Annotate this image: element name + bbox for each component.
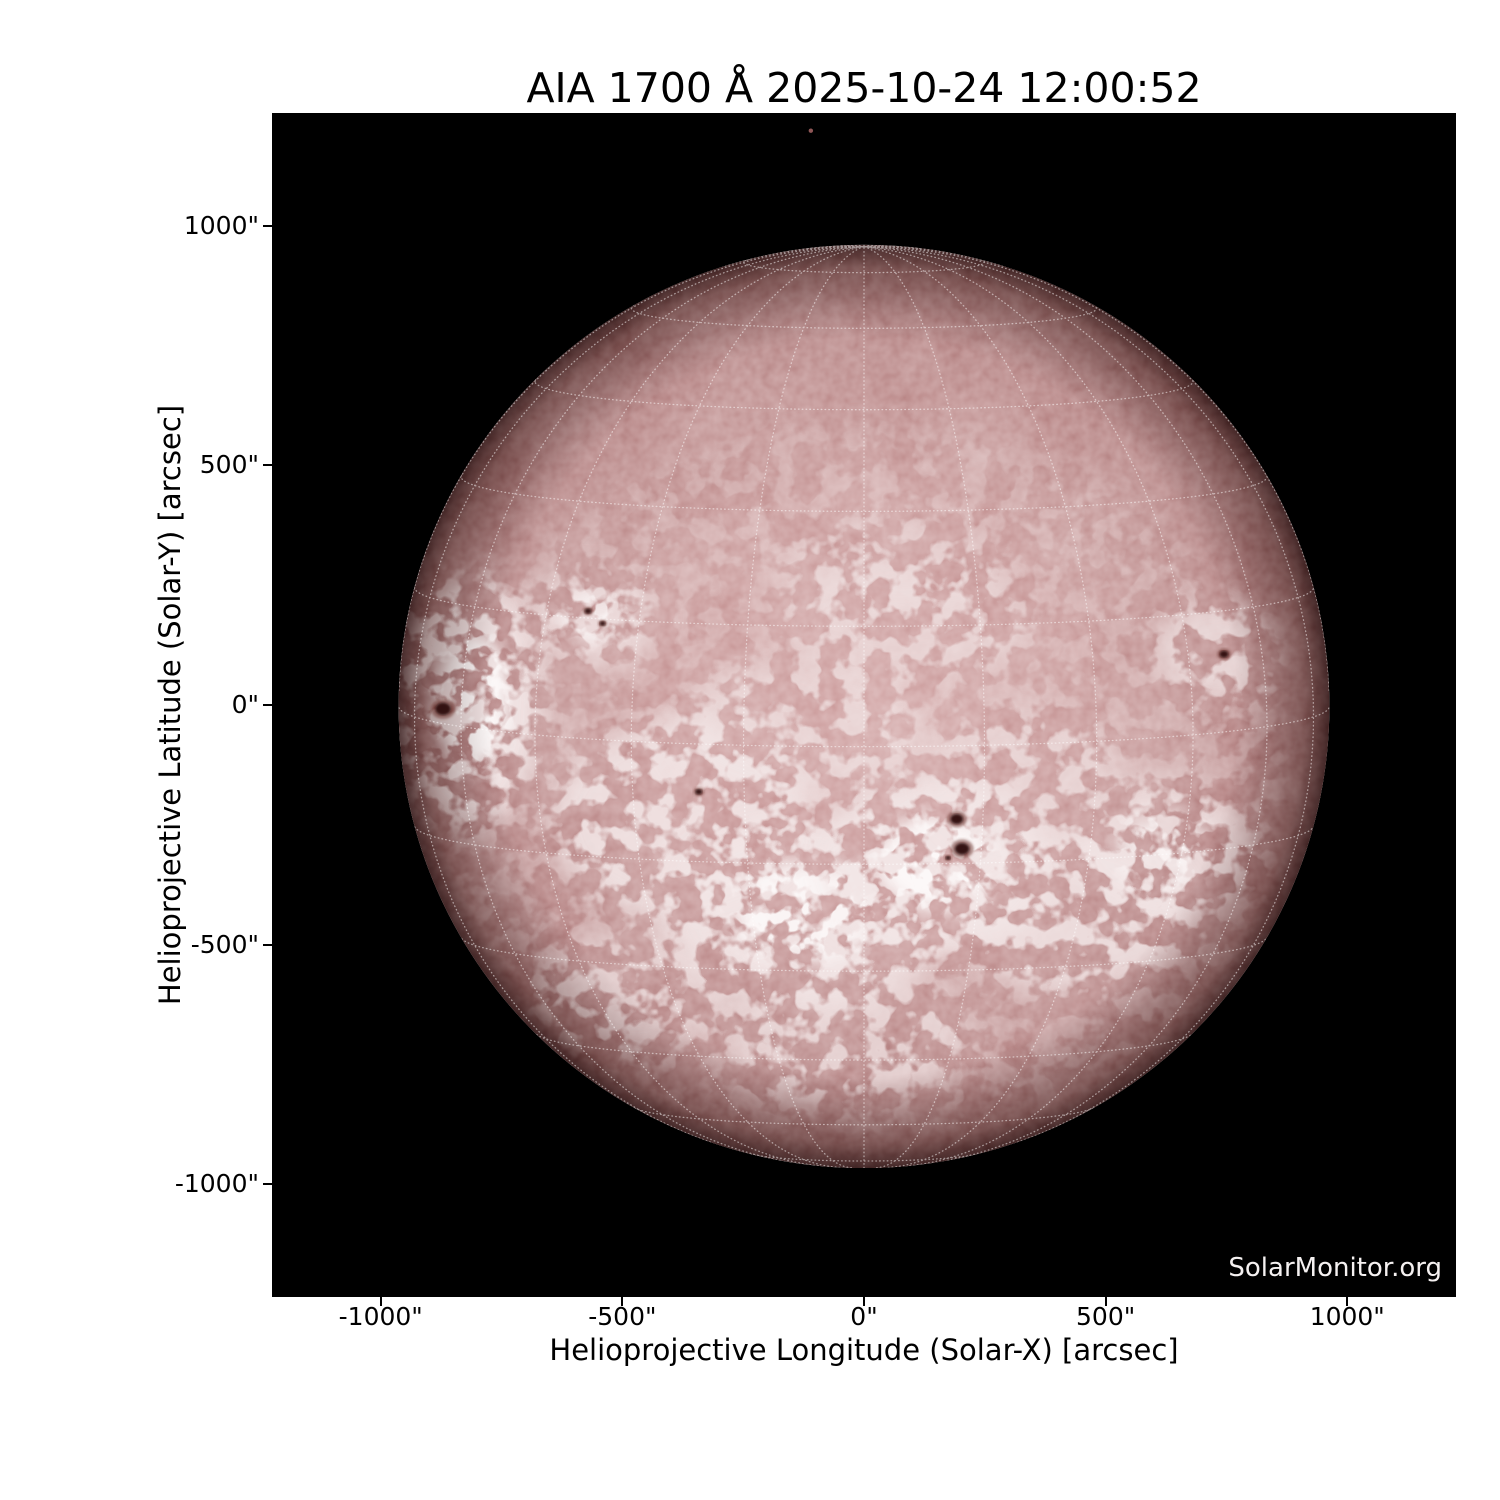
y-tick-mark [263, 704, 272, 706]
sunspot [584, 608, 592, 614]
y-tick-label: 500" [199, 450, 259, 480]
watermark: SolarMonitor.org [1228, 1253, 1442, 1283]
sunspot [599, 621, 606, 626]
y-tick-label: -500" [190, 929, 259, 959]
sunspot [945, 855, 951, 860]
x-tick-mark [1346, 1297, 1349, 1306]
x-axis-label: Helioprojective Longitude (Solar-X) [arc… [549, 1333, 1179, 1367]
y-tick-mark [263, 943, 272, 946]
figure-title: AIA 1700 Å 2025-10-24 12:00:52 [526, 64, 1202, 112]
y-tick-mark [263, 464, 272, 467]
sunspot [1219, 650, 1229, 658]
sunspot [695, 789, 703, 795]
y-tick-label: 1000" [183, 210, 259, 240]
limb-shade [398, 244, 1330, 1169]
solar-disk-image [398, 128, 1330, 1169]
x-tick-mark [1104, 1297, 1107, 1306]
x-tick-mark [621, 1297, 624, 1306]
sunspot [954, 843, 970, 855]
heliographic-grid [398, 244, 1330, 1169]
x-tick-label: 500" [1076, 1302, 1136, 1331]
sunspot [435, 702, 451, 716]
x-tick-label: 0" [850, 1302, 878, 1331]
x-tick-mark [379, 1297, 382, 1306]
y-tick-mark [263, 1183, 272, 1186]
x-tick-mark [863, 1297, 865, 1306]
x-tick-label: -500" [588, 1302, 657, 1331]
y-tick-mark [263, 224, 272, 227]
plot-area: SolarMonitor.org [272, 113, 1456, 1297]
x-tick-label: -1000" [338, 1302, 423, 1331]
sunspot [950, 814, 964, 825]
sky-artifact-dot [808, 128, 814, 133]
x-tick-label: 1000" [1309, 1302, 1385, 1331]
y-tick-label: 0" [231, 690, 259, 719]
y-tick-label: -1000" [174, 1169, 259, 1199]
